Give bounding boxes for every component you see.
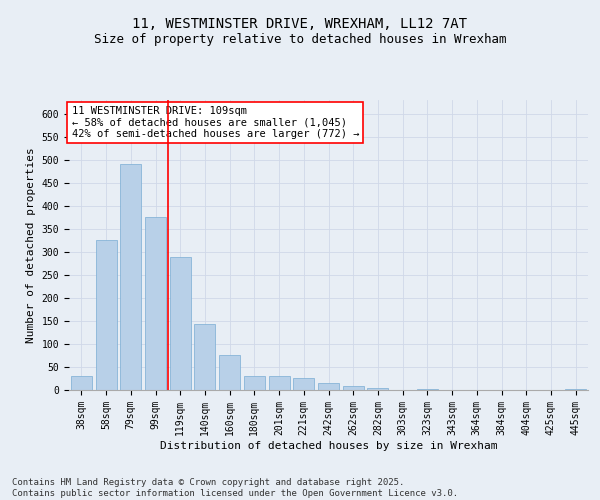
Text: 11, WESTMINSTER DRIVE, WREXHAM, LL12 7AT: 11, WESTMINSTER DRIVE, WREXHAM, LL12 7AT <box>133 18 467 32</box>
Bar <box>318 383 339 390</box>
X-axis label: Distribution of detached houses by size in Wrexham: Distribution of detached houses by size … <box>160 440 497 450</box>
Bar <box>343 386 364 390</box>
Bar <box>565 389 586 390</box>
Text: Size of property relative to detached houses in Wrexham: Size of property relative to detached ho… <box>94 32 506 46</box>
Bar <box>71 376 92 390</box>
Y-axis label: Number of detached properties: Number of detached properties <box>26 147 36 343</box>
Bar <box>367 388 388 390</box>
Bar <box>120 164 141 390</box>
Bar <box>269 376 290 390</box>
Text: Contains HM Land Registry data © Crown copyright and database right 2025.
Contai: Contains HM Land Registry data © Crown c… <box>12 478 458 498</box>
Bar <box>95 240 116 390</box>
Bar <box>194 324 215 390</box>
Text: 11 WESTMINSTER DRIVE: 109sqm
← 58% of detached houses are smaller (1,045)
42% of: 11 WESTMINSTER DRIVE: 109sqm ← 58% of de… <box>71 106 359 139</box>
Bar <box>417 388 438 390</box>
Bar <box>293 378 314 390</box>
Bar <box>145 218 166 390</box>
Bar <box>244 376 265 390</box>
Bar <box>170 256 191 390</box>
Bar <box>219 356 240 390</box>
